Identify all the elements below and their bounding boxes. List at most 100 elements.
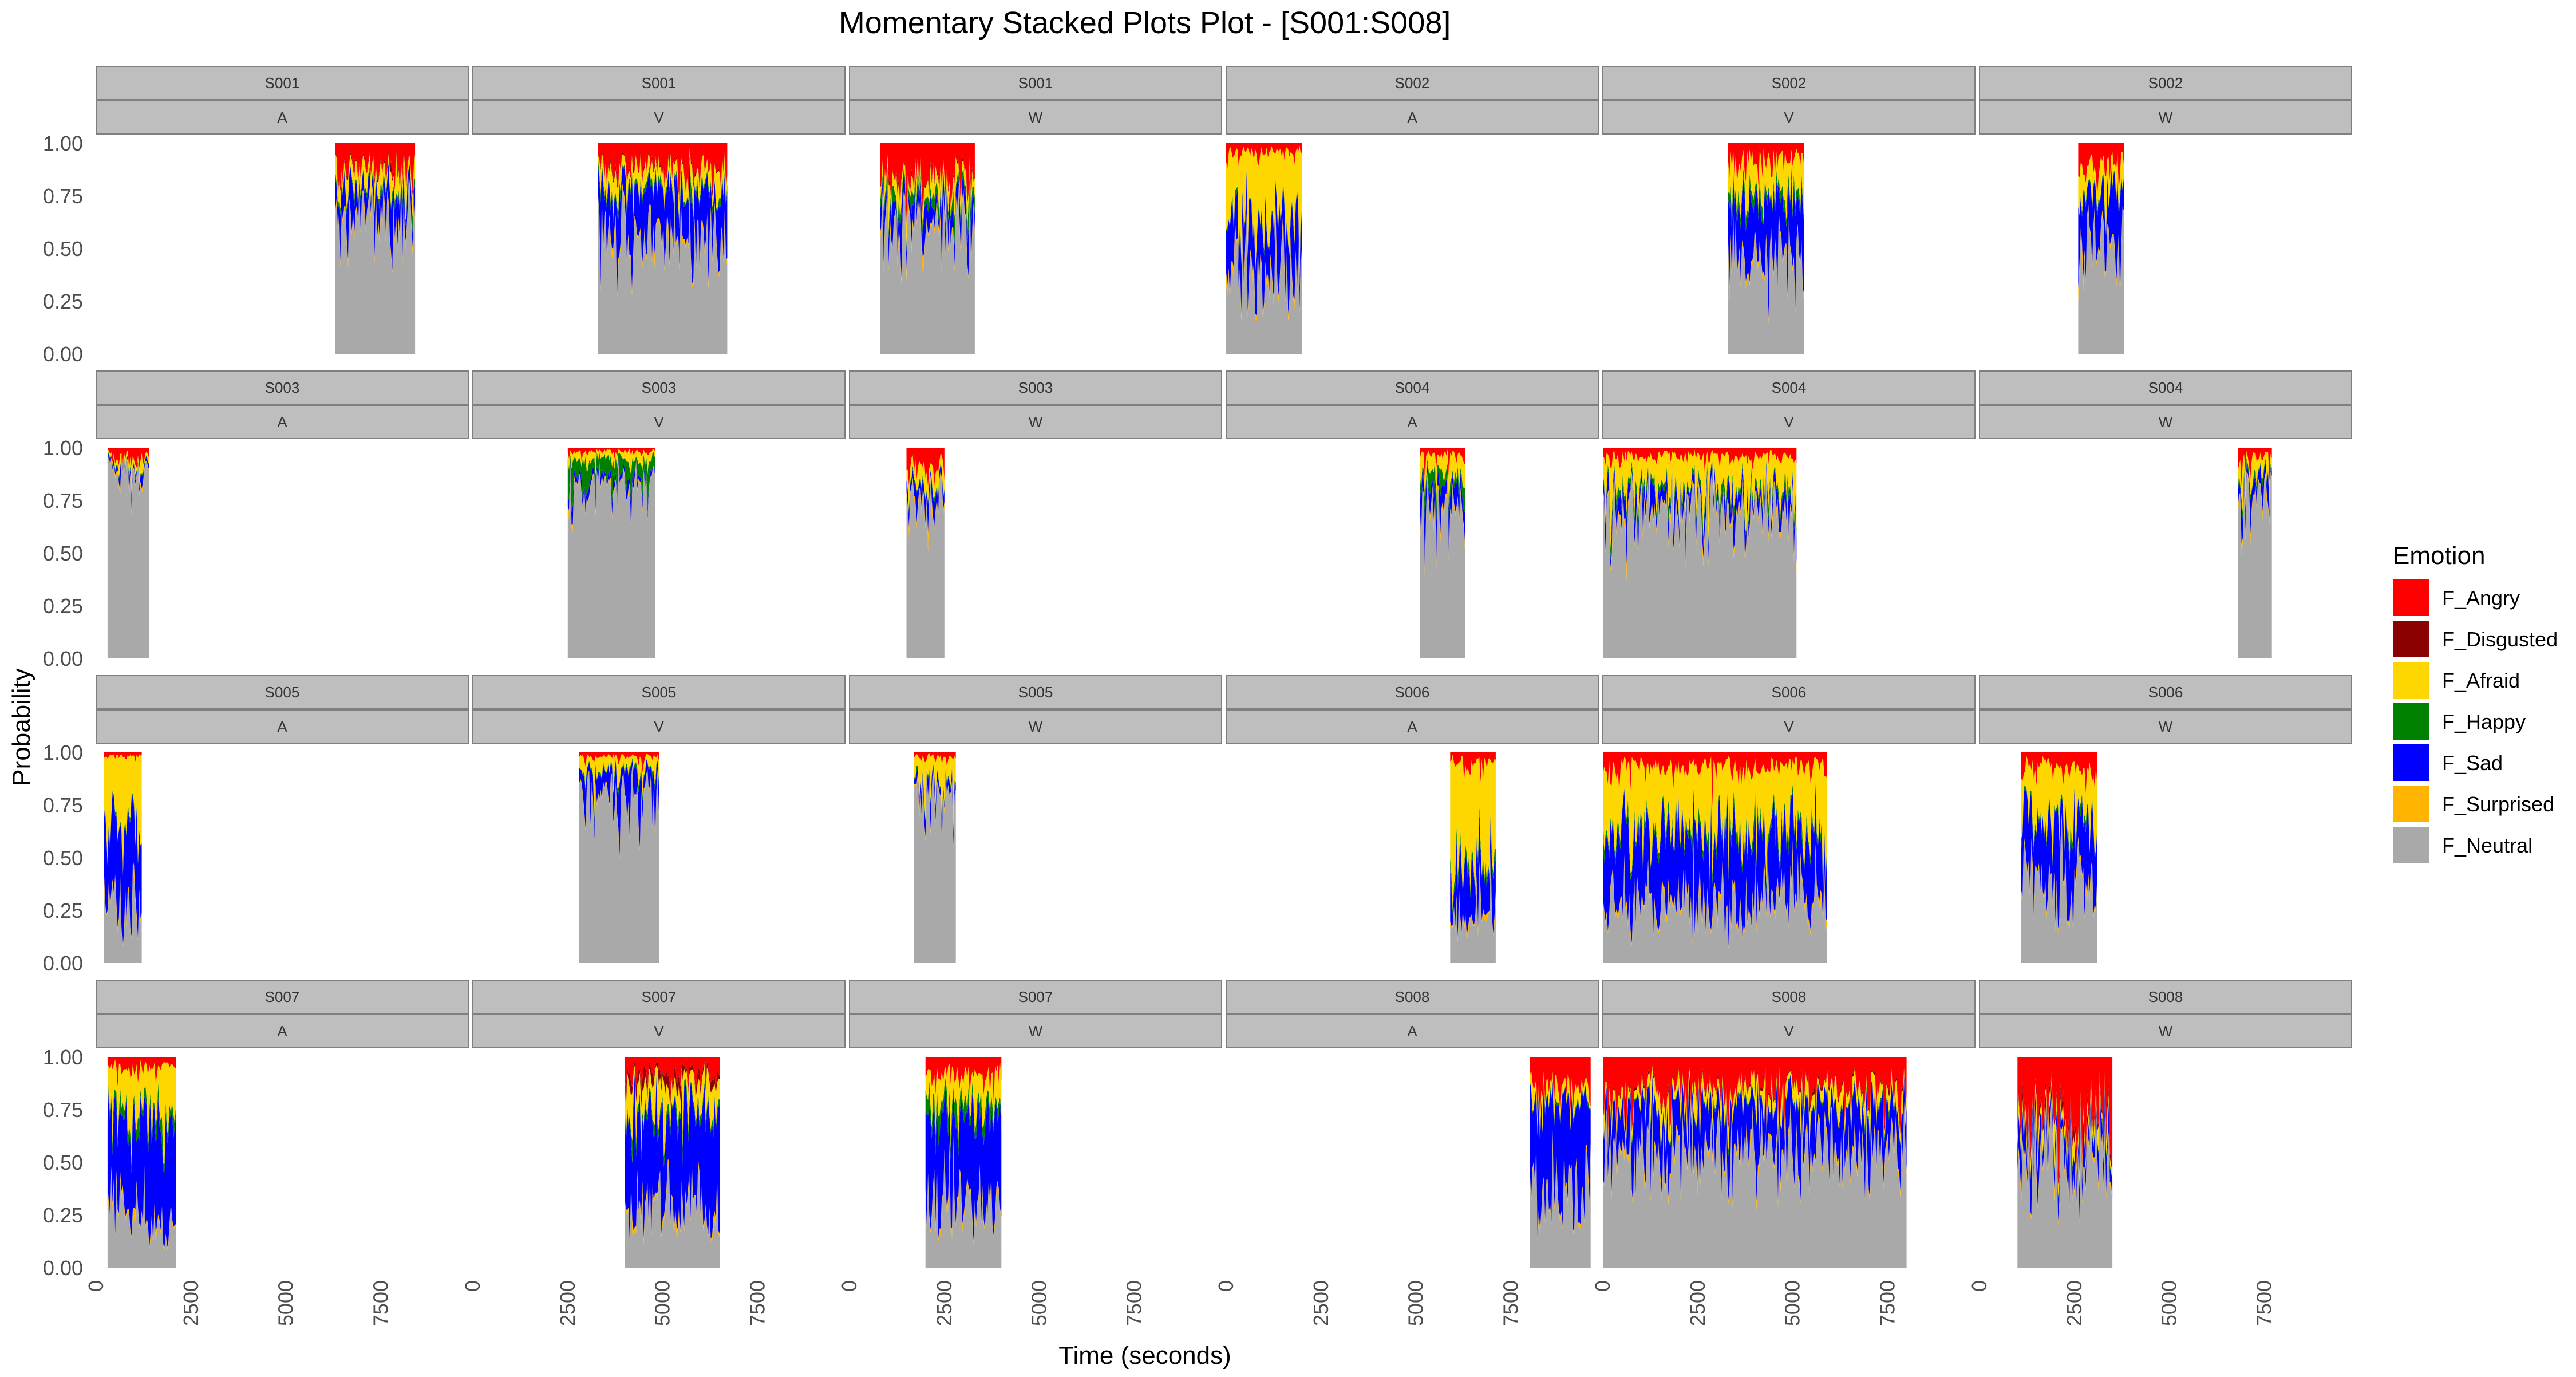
facet-strip-label: W bbox=[2159, 413, 2173, 431]
facet-strip bbox=[96, 370, 469, 405]
facet-strip bbox=[1602, 370, 1976, 405]
facet-strip bbox=[1226, 1014, 1599, 1048]
area-f-neutral bbox=[2078, 207, 2124, 354]
area-f-afraid bbox=[2021, 755, 2097, 867]
area-f-surprised bbox=[107, 455, 149, 515]
area-f-afraid bbox=[1603, 756, 1827, 895]
facet-panel: S008 W bbox=[1979, 980, 2352, 1268]
facet-panel: S001 A 0.00 0.25 0.50 0.75 1.00 bbox=[43, 66, 469, 366]
y-tick-label: 0.50 bbox=[43, 237, 83, 261]
area-f-sad bbox=[107, 452, 149, 510]
area-f-disgusted bbox=[335, 150, 416, 198]
facet-strip-label: A bbox=[1407, 718, 1417, 735]
facet-strip-label: V bbox=[654, 718, 664, 735]
area-f-afraid bbox=[2078, 152, 2124, 234]
area-f-sad bbox=[1603, 1071, 1907, 1213]
area-f-sad bbox=[107, 1086, 176, 1248]
area-f-afraid bbox=[625, 1063, 720, 1157]
facet-strip-label: S008 bbox=[1395, 988, 1430, 1005]
legend-swatch bbox=[2393, 786, 2429, 822]
area-f-angry bbox=[1728, 143, 1804, 186]
facet-strip bbox=[1979, 370, 2352, 405]
facet-strip bbox=[1602, 675, 1976, 709]
area-f-afraid bbox=[335, 152, 416, 220]
facet-strip bbox=[96, 980, 469, 1014]
y-tick-label: 0.00 bbox=[43, 647, 83, 670]
y-tick-label: 1.00 bbox=[43, 1045, 83, 1069]
area-f-surprised bbox=[2238, 472, 2272, 556]
y-tick-label: 1.00 bbox=[43, 741, 83, 764]
facet-strip bbox=[472, 405, 846, 439]
area-f-neutral bbox=[104, 867, 142, 963]
y-tick-label: 1.00 bbox=[43, 132, 83, 155]
legend-label: F_Surprised bbox=[2442, 792, 2554, 816]
facet-panel: S007 A 0.00 0.25 0.50 0.75 1.00 bbox=[43, 980, 469, 1280]
facet-strip bbox=[472, 66, 846, 100]
legend-swatch bbox=[2393, 744, 2429, 781]
legend-label: F_Disgusted bbox=[2442, 628, 2558, 651]
legend-label: F_Sad bbox=[2442, 751, 2503, 775]
area-f-angry bbox=[107, 1057, 176, 1087]
y-tick-label: 0.00 bbox=[43, 1256, 83, 1280]
facet-strip bbox=[1226, 675, 1599, 709]
x-tick-label: 2500 bbox=[556, 1280, 579, 1326]
x-tick-label: 2500 bbox=[933, 1280, 956, 1326]
facet-strip-label: S003 bbox=[1018, 379, 1053, 396]
facet-strip bbox=[849, 980, 1222, 1014]
x-tick-label: 0 bbox=[1214, 1280, 1238, 1292]
facet-panel: S007 V bbox=[472, 980, 846, 1268]
area-f-disgusted bbox=[625, 1061, 720, 1110]
area-f-surprised bbox=[335, 174, 416, 273]
legend-label: F_Neutral bbox=[2442, 834, 2532, 857]
facet-strip-label: S005 bbox=[642, 684, 677, 701]
facet-strip bbox=[472, 1014, 846, 1048]
facet-strip-label: V bbox=[1784, 1023, 1794, 1040]
facet-panel: S002 W bbox=[1979, 66, 2352, 354]
legend: Emotion F_Angry F_Disgusted F_Afraid F_Happ… bbox=[2393, 542, 2558, 863]
facet-strip-label: W bbox=[2159, 718, 2173, 735]
facet-strip-label: S001 bbox=[265, 74, 300, 92]
area-f-sad bbox=[914, 763, 956, 846]
facet-strip-label: S004 bbox=[2148, 379, 2183, 396]
area-f-afraid bbox=[579, 753, 659, 819]
area-f-surprised bbox=[2017, 1090, 2113, 1227]
area-f-sad bbox=[598, 160, 728, 300]
facet-strip-label: V bbox=[1784, 109, 1794, 126]
x-tick-label: 7500 bbox=[745, 1280, 769, 1326]
y-tick-label: 0.00 bbox=[43, 952, 83, 975]
area-f-sad bbox=[2238, 461, 2272, 545]
facet-panel: S007 W bbox=[849, 980, 1222, 1268]
area-f-afraid bbox=[1603, 449, 1797, 549]
area-f-angry bbox=[1530, 1057, 1591, 1123]
facet-strip-label: S002 bbox=[1772, 74, 1807, 92]
x-tick-label: 2500 bbox=[1686, 1280, 1709, 1326]
y-tick-label: 0.75 bbox=[43, 1098, 83, 1122]
facet-strip-label: A bbox=[1407, 413, 1417, 431]
facet-panel: S005 A 0.00 0.25 0.50 0.75 1.00 bbox=[43, 675, 469, 975]
facet-strip bbox=[1602, 980, 1976, 1014]
facet-strip-label: V bbox=[654, 413, 664, 431]
area-f-sad bbox=[1728, 171, 1804, 320]
facet-strip bbox=[96, 1014, 469, 1048]
area-f-afraid bbox=[567, 448, 655, 475]
area-f-neutral bbox=[107, 456, 149, 658]
area-f-surprised bbox=[567, 460, 655, 535]
facet-strip-label: W bbox=[1029, 109, 1043, 126]
facet-strip bbox=[96, 66, 469, 100]
area-f-sad bbox=[2021, 787, 2097, 938]
facet-strip-label: W bbox=[1029, 1023, 1043, 1040]
area-f-sad bbox=[625, 1073, 720, 1242]
area-f-neutral bbox=[1603, 1093, 1907, 1268]
area-f-happy bbox=[880, 160, 975, 253]
x-tick-label: 0 bbox=[1967, 1280, 1991, 1292]
area-f-angry bbox=[107, 448, 149, 469]
facet-strip bbox=[1226, 709, 1599, 744]
facet-strip bbox=[849, 405, 1222, 439]
area-f-angry bbox=[1603, 448, 1797, 472]
area-f-angry bbox=[2078, 143, 2124, 196]
facet-strip-label: S005 bbox=[1018, 684, 1053, 701]
area-f-neutral bbox=[579, 766, 659, 963]
area-f-surprised bbox=[1603, 1092, 1907, 1220]
facet-strip-label: S006 bbox=[1772, 684, 1807, 701]
